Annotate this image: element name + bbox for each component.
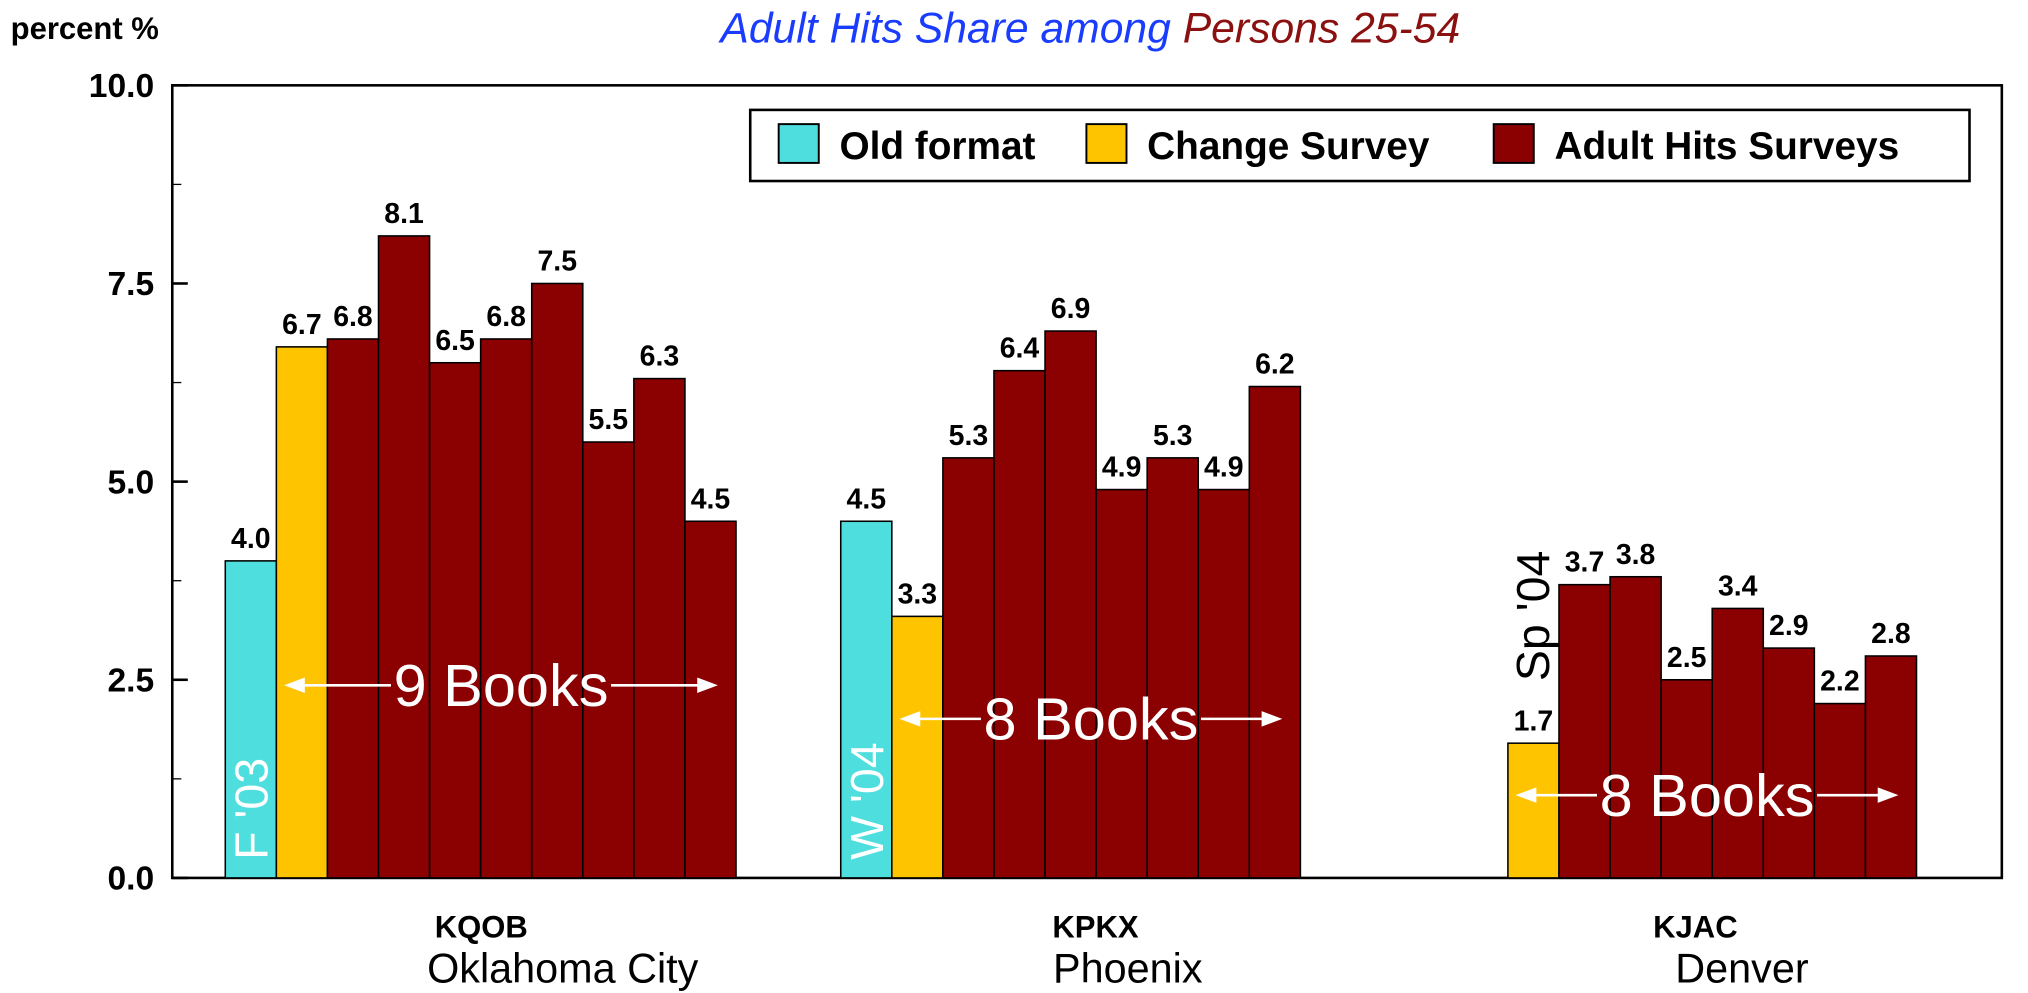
bar [582, 441, 635, 879]
bar [428, 361, 482, 879]
value-label: 3.4 [1718, 571, 1758, 603]
value-label: 2.9 [1769, 610, 1809, 642]
value-label: 6.3 [640, 341, 680, 373]
legend-label: Adult Hits Surveys [1554, 125, 1899, 168]
bar [839, 520, 893, 879]
city-label: Oklahoma City [427, 946, 699, 992]
value-label: 6.8 [333, 301, 373, 333]
legend-swatch [1492, 123, 1535, 164]
bar [1864, 655, 1918, 879]
bar [1044, 330, 1097, 879]
value-label: 5.3 [949, 420, 989, 452]
y-tick-label: 5.0 [107, 464, 154, 501]
value-label: 6.7 [282, 309, 322, 341]
bar [479, 338, 533, 879]
bar [891, 615, 944, 879]
y-tick-label: 10.0 [89, 68, 154, 105]
bar [1146, 457, 1200, 879]
y-tick-label: 7.5 [107, 266, 154, 303]
bar [942, 457, 995, 879]
value-label: 5.5 [589, 404, 629, 436]
bar [633, 377, 686, 879]
chart-title: Adult Hits Share among Persons 25-54 [717, 5, 1460, 53]
bar [1813, 702, 1867, 879]
legend-box [748, 108, 1971, 183]
period-label: Sp '04 [1507, 551, 1559, 681]
arrow-head [284, 677, 305, 694]
arrow-head [697, 677, 718, 694]
bar [1197, 488, 1251, 879]
bar [326, 338, 380, 879]
value-label: 6.9 [1051, 293, 1091, 325]
bar [530, 282, 584, 879]
bar [1711, 607, 1765, 879]
bar [1660, 679, 1713, 879]
arrow-head [1261, 711, 1283, 727]
value-label: 6.5 [435, 325, 475, 357]
bar [1762, 647, 1816, 879]
bar [377, 235, 431, 879]
city-label: Phoenix [1053, 946, 1203, 992]
value-label: 4.5 [847, 483, 887, 515]
value-label: 1.7 [1514, 705, 1554, 737]
value-label: 6.8 [486, 301, 526, 333]
bar [1558, 583, 1611, 879]
value-label: 4.5 [691, 483, 731, 515]
y-tick-label: 2.5 [107, 662, 154, 699]
value-label: 6.2 [1255, 349, 1295, 381]
city-label: Denver [1675, 946, 1809, 992]
bar [684, 520, 737, 879]
legend-swatch [1085, 123, 1128, 164]
title-part: Adult Hits Share among [717, 5, 1182, 53]
bar [1609, 575, 1662, 879]
bar [275, 346, 329, 879]
y-axis-title: percent % [11, 11, 159, 46]
legend-swatch [777, 123, 820, 164]
value-label: 7.5 [537, 246, 577, 278]
station-label: KQOB [435, 909, 528, 944]
value-label: 2.5 [1667, 642, 1707, 674]
value-label: 6.4 [1000, 333, 1040, 365]
books-label: 9 Books [394, 652, 609, 719]
arrow-head [1515, 787, 1537, 803]
legend-label: Change Survey [1147, 125, 1430, 168]
period-label: F '03 [226, 758, 278, 860]
station-label: KPKX [1052, 909, 1138, 944]
value-label: 3.8 [1616, 539, 1656, 571]
value-label: 3.7 [1565, 547, 1605, 579]
y-tick-label: 0.0 [107, 861, 154, 898]
bar [1248, 385, 1302, 879]
value-label: 3.3 [898, 578, 938, 610]
value-label: 2.2 [1820, 666, 1860, 698]
value-label: 2.8 [1871, 618, 1911, 650]
arrow-head [899, 711, 921, 727]
value-label: 4.0 [231, 523, 271, 555]
bar [1507, 742, 1560, 879]
station-label: KJAC [1653, 909, 1737, 944]
value-label: 4.9 [1102, 452, 1142, 484]
bar [993, 369, 1046, 879]
books-label: 8 Books [1600, 762, 1815, 829]
books-label: 8 Books [983, 686, 1198, 753]
value-label: 4.9 [1204, 452, 1244, 484]
value-label: 8.1 [384, 198, 424, 230]
arrow-head [1877, 787, 1899, 803]
value-label: 5.3 [1153, 420, 1193, 452]
bar [1095, 488, 1148, 879]
title-part: Persons 25-54 [1183, 5, 1460, 53]
period-label: W '04 [841, 742, 893, 859]
legend-label: Old format [839, 125, 1035, 168]
